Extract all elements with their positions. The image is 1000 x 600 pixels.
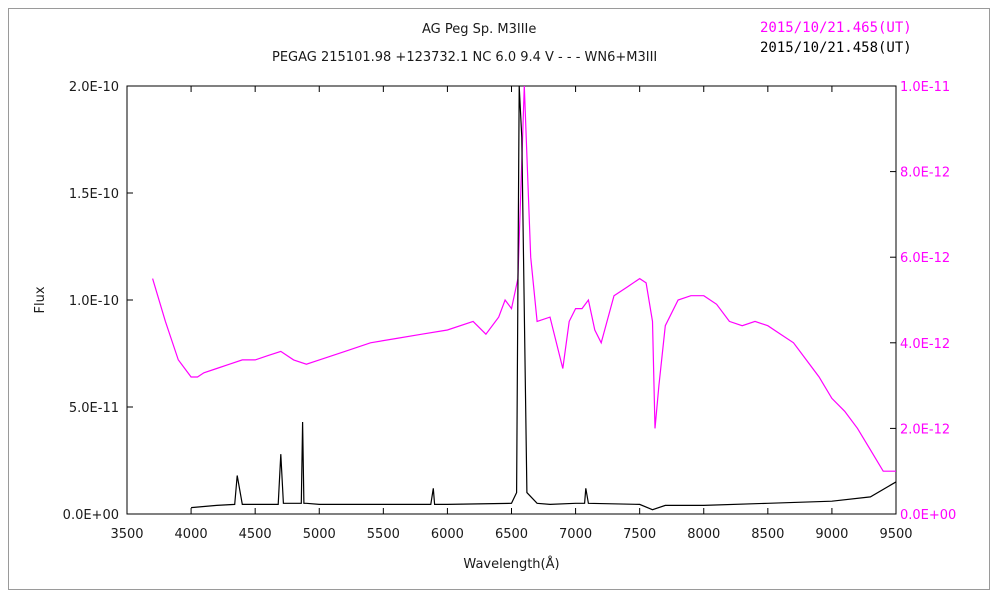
x-tick-label: 6500 xyxy=(495,527,528,542)
y-tick-label-left: 1.0E-10 xyxy=(69,294,119,309)
y-axis-label: Flux xyxy=(33,286,48,313)
x-tick-label: 5000 xyxy=(303,527,336,542)
legend-entry-magenta: 2015/10/21.465(UT) xyxy=(760,20,912,36)
x-tick-label: 9500 xyxy=(879,527,912,542)
plot-area xyxy=(126,85,897,515)
x-tick-label: 8500 xyxy=(751,527,784,542)
x-tick-label: 4500 xyxy=(239,527,272,542)
y-tick-label-right: 1.0E-11 xyxy=(900,80,950,95)
y-tick-label-left: 1.5E-10 xyxy=(69,187,119,202)
x-tick-label: 3500 xyxy=(110,527,143,542)
x-tick-label: 7000 xyxy=(559,527,592,542)
x-tick-label: 9000 xyxy=(815,527,848,542)
y-tick-label-left: 5.0E-11 xyxy=(69,401,119,416)
y-tick-label-right: 8.0E-12 xyxy=(900,166,950,181)
y-tick-label-right: 4.0E-12 xyxy=(900,337,950,352)
series-line-1 xyxy=(152,86,896,472)
x-tick-label: 6000 xyxy=(431,527,464,542)
y-tick-label-right: 6.0E-12 xyxy=(900,251,950,266)
y-tick-label-right: 2.0E-12 xyxy=(900,422,950,437)
chart-frame xyxy=(8,8,990,590)
series-line-2 xyxy=(191,86,896,511)
chart-subtitle: PEGAG 215101.98 +123732.1 NC 6.0 9.4 V -… xyxy=(272,50,658,65)
x-tick-label: 8000 xyxy=(687,527,720,542)
x-tick-label: 5500 xyxy=(367,527,400,542)
chart-title: AG Peg Sp. M3IIIe xyxy=(422,22,537,37)
y-tick-label-left: 2.0E-10 xyxy=(69,80,119,95)
y-tick-label-right: 0.0E+00 xyxy=(900,508,956,523)
x-tick-label: 4000 xyxy=(175,527,208,542)
legend-entry-black: 2015/10/21.458(UT) xyxy=(760,40,912,56)
x-axis-label: Wavelength(Å) xyxy=(463,556,559,572)
y-tick-label-left: 0.0E+00 xyxy=(63,508,119,523)
x-tick-label: 7500 xyxy=(623,527,656,542)
